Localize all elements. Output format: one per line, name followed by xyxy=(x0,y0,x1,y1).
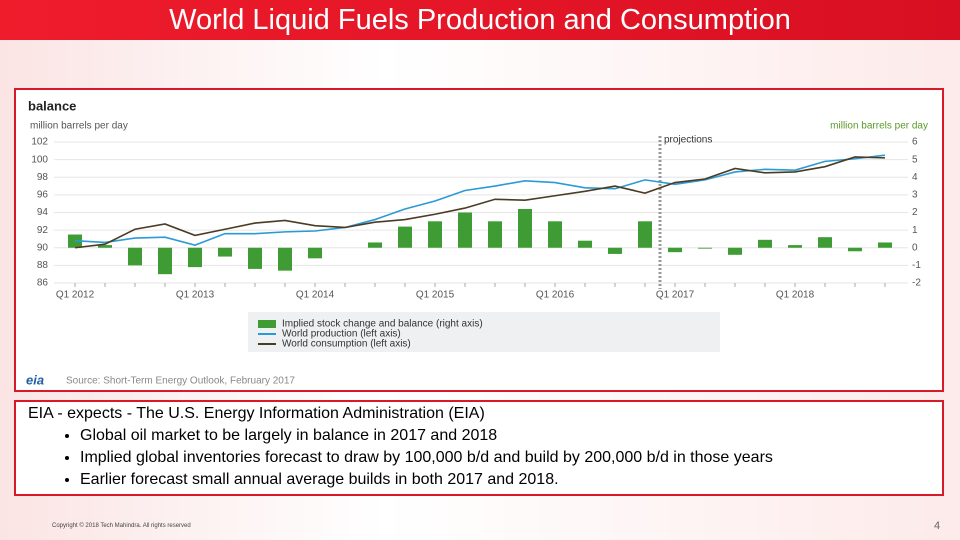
y2-tick-label: 5 xyxy=(912,154,918,165)
chart: balance million barrels per day million … xyxy=(26,98,928,387)
x-tick-label: Q1 2015 xyxy=(416,290,455,301)
y2-tick-label: 0 xyxy=(912,242,918,253)
bullet: Implied global inventories forecast to d… xyxy=(80,447,942,469)
bar xyxy=(488,221,502,248)
bar xyxy=(608,247,622,254)
x-tick-label: Q1 2012 xyxy=(56,290,95,301)
y-tick-label: 100 xyxy=(31,154,48,165)
y-tick-label: 88 xyxy=(37,260,49,271)
x-tick-label: Q1 2018 xyxy=(776,290,815,301)
legend-label: Implied stock change and balance (right … xyxy=(282,319,483,330)
bar xyxy=(458,212,472,248)
bullet: Global oil market to be largely in balan… xyxy=(80,425,942,447)
y-tick-label: 96 xyxy=(37,190,49,201)
legend-box xyxy=(248,312,720,352)
bullet: Earlier forecast small annual average bu… xyxy=(80,469,942,491)
page-number: 4 xyxy=(934,520,941,532)
y-tick-label: 94 xyxy=(37,207,49,218)
bar xyxy=(248,247,262,269)
bar xyxy=(548,221,562,248)
bar xyxy=(818,237,832,248)
logo: eia xyxy=(26,372,44,387)
x-tick-label: Q1 2016 xyxy=(536,290,575,301)
bar xyxy=(788,245,802,248)
bullet-list: Global oil market to be largely in balan… xyxy=(80,425,942,491)
y2-tick-label: 4 xyxy=(912,172,918,183)
line xyxy=(74,156,886,249)
y2-tick-label: 1 xyxy=(912,225,918,236)
bar xyxy=(128,247,142,266)
y-tick-label: 98 xyxy=(37,172,49,183)
bar xyxy=(878,242,892,248)
bar xyxy=(218,247,232,257)
bar xyxy=(668,247,682,253)
chart-box: balance million barrels per day million … xyxy=(14,88,944,392)
y2-tick-label: -2 xyxy=(912,278,921,289)
bar xyxy=(428,221,442,248)
y2-tick-label: -1 xyxy=(912,260,921,271)
bar xyxy=(518,208,532,248)
bar xyxy=(698,247,712,249)
bar xyxy=(728,247,742,255)
y-tick-label: 86 xyxy=(37,278,49,289)
y2-tick-label: 2 xyxy=(912,207,918,218)
text-box: EIA - expects - The U.S. Energy Informat… xyxy=(14,400,944,496)
bar xyxy=(758,239,772,248)
slide-title: World Liquid Fuels Production and Consum… xyxy=(0,0,960,40)
bar xyxy=(638,221,652,248)
bar xyxy=(158,247,172,275)
bar xyxy=(368,242,382,248)
bar xyxy=(308,247,322,259)
text-heading: EIA - expects - The U.S. Energy Informat… xyxy=(28,405,485,422)
y2-tick-label: 3 xyxy=(912,190,918,201)
y-tick-label: 102 xyxy=(31,137,48,148)
source: Source: Short-Term Energy Outlook, Febru… xyxy=(66,376,295,387)
line xyxy=(74,154,886,246)
copyright: Copyright © 2018 Tech Mahindra. All righ… xyxy=(52,523,191,529)
y-axis-label: million barrels per day xyxy=(30,121,128,132)
y-tick-label: 92 xyxy=(37,225,49,236)
x-tick-label: Q1 2014 xyxy=(296,290,335,301)
chart-title: balance xyxy=(28,98,76,113)
legend-label: World consumption (left axis) xyxy=(282,339,411,350)
bar xyxy=(578,240,592,248)
y2-axis-label: million barrels per day xyxy=(830,121,928,132)
x-tick-label: Q1 2013 xyxy=(176,290,215,301)
legend-label: World production (left axis) xyxy=(282,329,401,340)
bar xyxy=(848,247,862,252)
x-tick-label: Q1 2017 xyxy=(656,290,695,301)
bar xyxy=(98,245,112,248)
legend-swatch xyxy=(258,320,276,328)
y-tick-label: 90 xyxy=(37,242,49,253)
bar xyxy=(188,247,202,268)
bar xyxy=(278,247,292,271)
y2-tick-label: 6 xyxy=(912,137,918,148)
bar xyxy=(398,226,412,248)
annotation: projections xyxy=(664,135,712,146)
